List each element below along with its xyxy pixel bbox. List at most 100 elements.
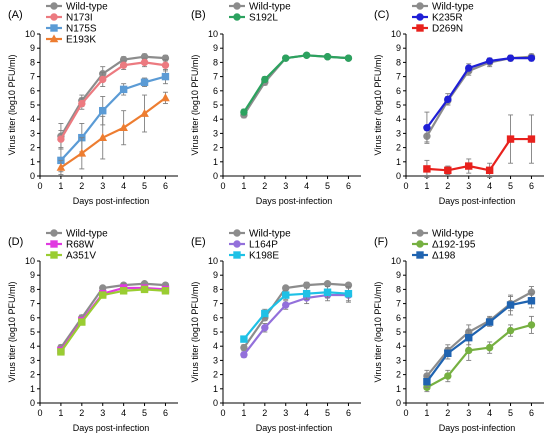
legend-entry: Wild-type — [46, 2, 108, 13]
series — [423, 53, 536, 143]
legend-entry: A351V — [46, 251, 96, 262]
chart-panel: (C) 0 1 2 3 4 5 6 7 8 9 10 0 1 2 3 4 5 6 Days post-infectio… — [373, 2, 544, 206]
legend-marker — [50, 24, 58, 32]
x-tick-label: 4 — [121, 181, 126, 191]
y-tick-label: 10 — [391, 29, 401, 39]
series — [423, 293, 536, 388]
y-tick-label: 2 — [396, 143, 401, 153]
y-tick-label: 4 — [30, 114, 35, 124]
y-tick-label: 10 — [25, 29, 35, 39]
legend-label: N175S — [66, 24, 97, 35]
y-tick-label: 4 — [396, 341, 401, 351]
legend-label: Wild-type — [249, 2, 291, 13]
data-point — [465, 64, 473, 72]
y-tick-label: 5 — [30, 100, 35, 110]
data-point — [56, 162, 66, 171]
legend-label: Wild-type — [432, 229, 474, 240]
data-point — [240, 335, 248, 343]
legend-label: L164P — [249, 240, 278, 251]
series — [423, 114, 536, 178]
panel-label: (A) — [8, 9, 23, 21]
data-point — [527, 297, 536, 305]
data-point — [323, 53, 332, 61]
y-tick-label: 8 — [396, 284, 401, 294]
data-point — [527, 321, 536, 329]
y-axis-label: Virus titer (log10 PFU/ml) — [373, 55, 383, 156]
data-point — [423, 165, 431, 173]
data-point — [140, 58, 149, 67]
y-tick-label: 2 — [30, 143, 35, 153]
y-tick-label: 3 — [396, 355, 401, 365]
y-tick-label: 8 — [213, 57, 218, 67]
data-point — [485, 343, 494, 352]
series-line — [426, 137, 532, 172]
data-point — [323, 280, 332, 288]
legend-entry: Wild-type — [412, 2, 474, 13]
data-point — [77, 148, 87, 157]
x-tick-label: 2 — [79, 408, 84, 418]
data-point — [240, 351, 248, 359]
x-tick-label: 3 — [283, 181, 288, 191]
series-line — [60, 288, 166, 353]
legend-label: K235R — [432, 13, 463, 24]
data-point — [161, 61, 170, 69]
data-point — [99, 75, 107, 84]
chart-panel: (F) 0 1 2 3 4 5 6 7 8 9 10 0 1 2 3 4 5 6 Days post-infectio… — [373, 229, 544, 433]
data-point — [119, 287, 128, 295]
series — [423, 286, 536, 383]
legend-entry: N175S — [46, 24, 97, 35]
series — [56, 91, 170, 176]
legend-entry: Δ192-195 — [412, 240, 476, 251]
legend-marker — [233, 251, 241, 259]
y-tick-label: 6 — [213, 86, 218, 96]
data-point — [485, 57, 494, 65]
y-tick-label: 9 — [30, 270, 35, 280]
chart-panel: (E) 0 1 2 3 4 5 6 7 8 9 10 0 1 2 3 4 5 6 Days post-infectio… — [190, 229, 361, 433]
series-line — [60, 75, 166, 162]
series — [240, 51, 353, 116]
legend-label: S192L — [249, 13, 278, 24]
x-tick-label: 6 — [529, 181, 534, 191]
x-tick-label: 4 — [304, 408, 309, 418]
data-point — [140, 78, 149, 86]
x-tick-label: 1 — [58, 408, 63, 418]
y-tick-label: 0 — [30, 171, 35, 181]
x-tick-label: 3 — [466, 181, 471, 191]
data-point — [78, 318, 86, 326]
y-tick-label: 4 — [30, 341, 35, 351]
data-point — [302, 289, 311, 298]
legend-marker — [416, 229, 424, 237]
y-tick-label: 9 — [213, 43, 218, 53]
legend-marker — [233, 13, 241, 21]
data-point — [261, 309, 269, 318]
legend-label: Wild-type — [66, 229, 108, 240]
series — [57, 285, 170, 356]
data-point — [465, 333, 473, 342]
legend-label: Wild-type — [432, 2, 474, 13]
y-tick-label: 7 — [396, 72, 401, 82]
chart-panel: (D) 0 1 2 3 4 5 6 7 8 9 10 0 1 2 3 4 5 6 Days post-infectio… — [7, 229, 178, 433]
x-tick-label: 0 — [403, 181, 408, 191]
panel-label: (E) — [191, 236, 206, 248]
series — [240, 51, 353, 119]
panel-label: (F) — [374, 236, 388, 248]
y-tick-label: 8 — [30, 57, 35, 67]
y-tick-label: 4 — [396, 114, 401, 124]
y-tick-label: 0 — [213, 398, 218, 408]
legend-marker — [416, 2, 424, 10]
panel-label: (D) — [8, 236, 23, 248]
data-point — [444, 372, 452, 380]
legend-marker — [50, 251, 58, 259]
x-tick-label: 6 — [529, 408, 534, 418]
legend-marker — [233, 240, 241, 248]
data-point — [240, 343, 248, 352]
y-tick-label: 10 — [25, 256, 35, 266]
x-tick-label: 0 — [220, 181, 225, 191]
x-tick-label: 6 — [163, 408, 168, 418]
y-tick-label: 8 — [30, 284, 35, 294]
data-point — [344, 54, 353, 62]
x-tick-label: 3 — [466, 408, 471, 418]
y-tick-label: 3 — [30, 128, 35, 138]
panel-label: (C) — [374, 9, 389, 21]
y-tick-label: 6 — [30, 313, 35, 323]
